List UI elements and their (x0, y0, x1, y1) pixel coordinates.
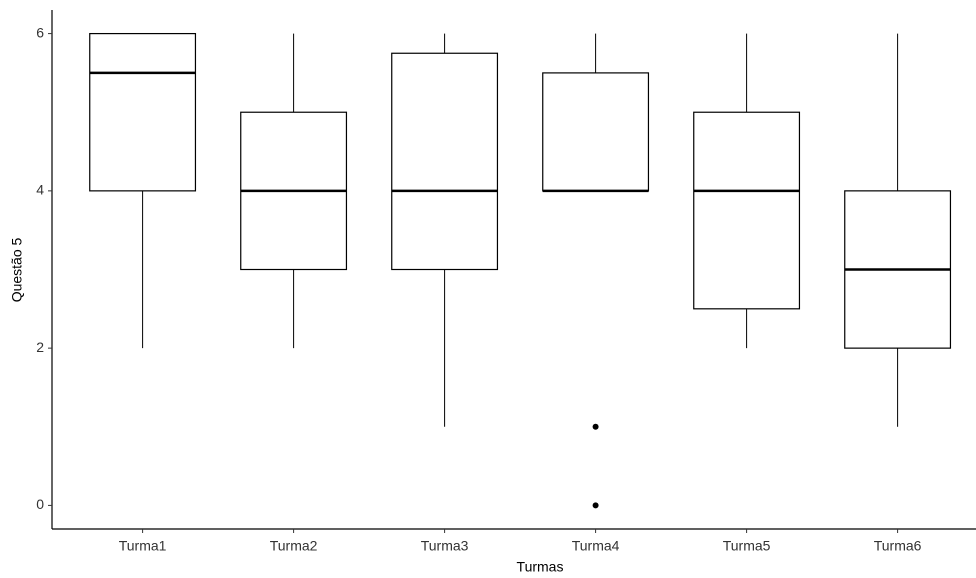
box (542, 72, 650, 192)
y-tick-label: 2 (36, 339, 44, 355)
y-axis-title: Questão 5 (9, 237, 25, 302)
x-tick-label: Turma4 (572, 538, 620, 554)
x-tick-label: Turma2 (270, 538, 318, 554)
outlier (592, 502, 599, 509)
box (693, 111, 801, 310)
y-tick-label: 4 (36, 182, 44, 198)
outlier (592, 423, 599, 430)
y-tick-label: 0 (36, 496, 44, 512)
x-tick-label: Turma5 (723, 538, 771, 554)
x-axis-title: Turmas (517, 559, 564, 575)
y-tick-label: 6 (36, 24, 44, 40)
box (89, 32, 197, 192)
x-tick-label: Turma3 (421, 538, 469, 554)
x-tick-label: Turma6 (874, 538, 922, 554)
x-tick-label: Turma1 (119, 538, 167, 554)
box (391, 52, 499, 271)
